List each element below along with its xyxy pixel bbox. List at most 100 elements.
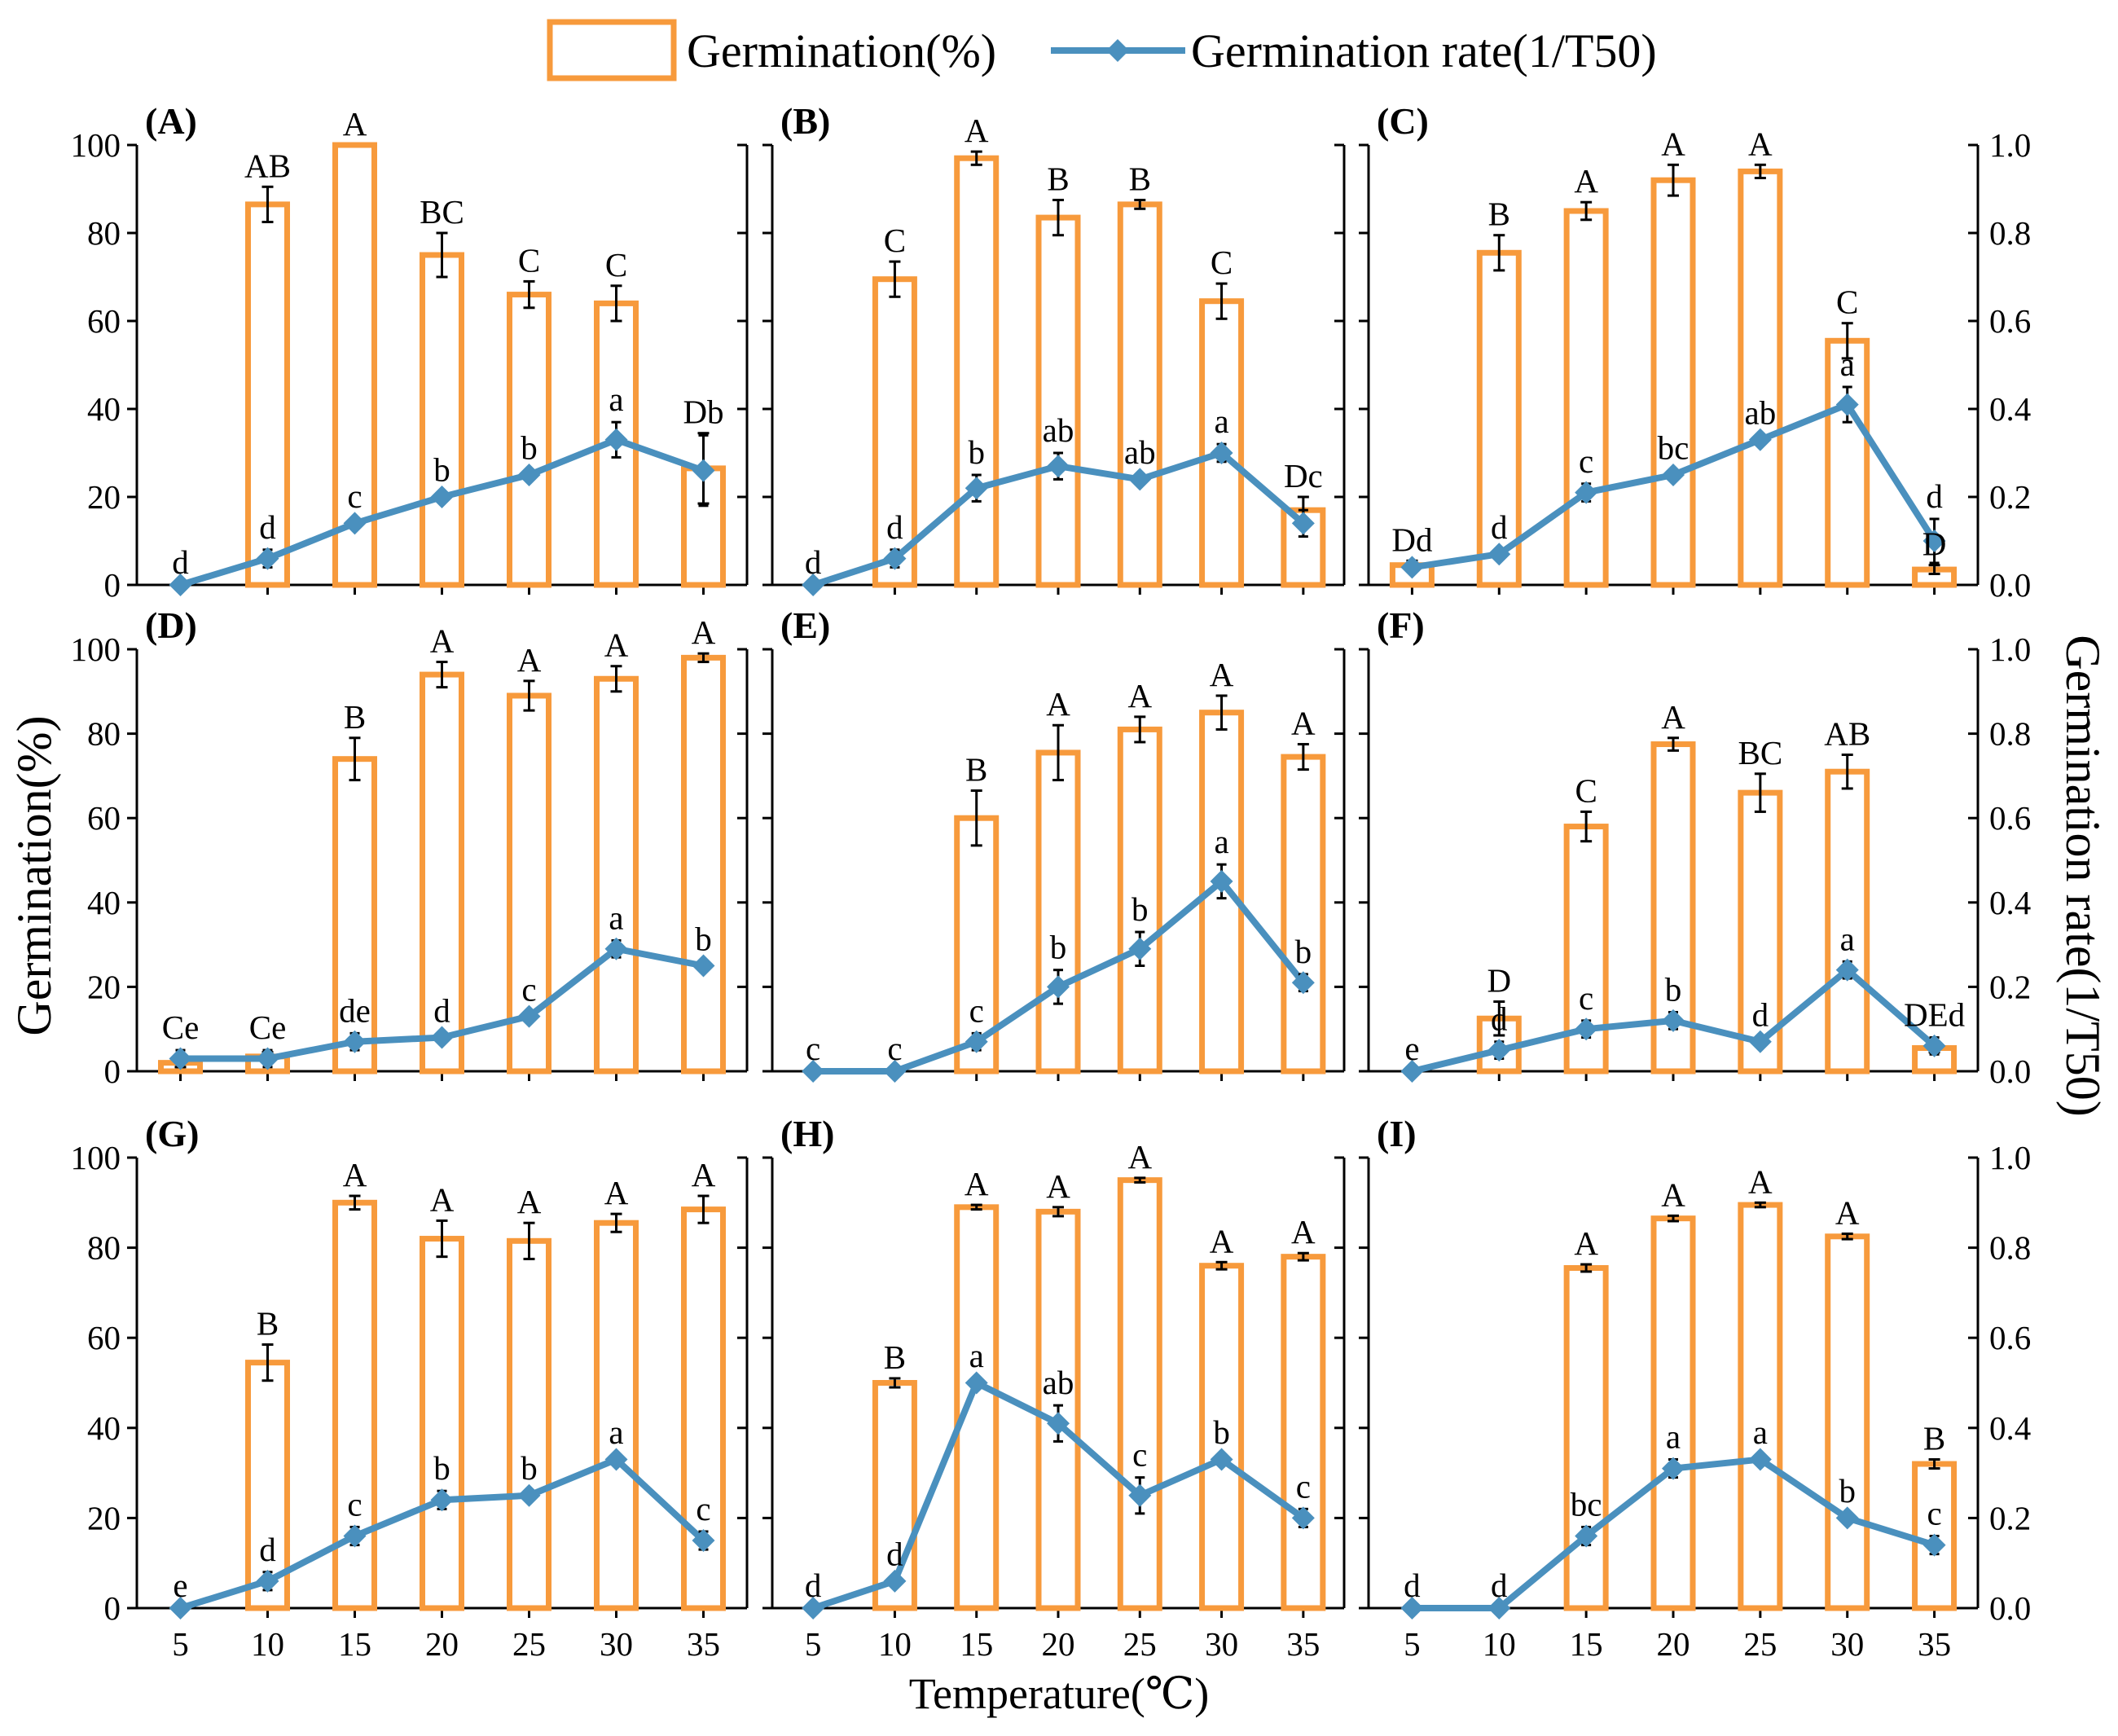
rate-significance-letter: b [521, 1449, 538, 1487]
panel-h: 5 10 15 20 25 30 35 (H) d Bd Aa Aab Ac Ab Ac [762, 1113, 1346, 1663]
rate-point [692, 459, 715, 482]
rate-significance-letter: b [1839, 1472, 1856, 1510]
rate-significance-letter: d [886, 1535, 903, 1572]
y-left-tick-label: 20 [87, 1499, 121, 1536]
rate-point [1575, 1017, 1598, 1041]
panel-label: (I) [1377, 1113, 1417, 1154]
y-right-tick-label: 0.2 [1989, 1499, 2031, 1536]
x-tick-label: 5 [1404, 1625, 1421, 1663]
rate-point [256, 1047, 279, 1070]
germination-significance-letter: A [517, 641, 542, 679]
rate-significance-letter: d [259, 508, 276, 546]
germination-significance-letter: A [692, 1156, 716, 1193]
x-tick-label: 15 [1570, 1625, 1603, 1663]
rate-point [517, 1004, 541, 1028]
rate-point [1128, 468, 1152, 491]
germination-significance-letter: D [1922, 525, 1947, 563]
rate-significance-letter: e [1404, 1030, 1419, 1067]
y-left-tick-label: 60 [87, 799, 121, 837]
rate-significance-letter: a [1214, 823, 1228, 860]
rate-point [802, 1060, 825, 1083]
y-left-tick-label: 80 [87, 214, 121, 252]
y-right-axis-title: Germination rate(1/T50) [2056, 635, 2110, 1116]
germination-significance-letter: AB [1824, 715, 1870, 753]
germination-significance-letter: A [1661, 125, 1685, 162]
rate-point [1922, 1533, 1946, 1557]
germination-significance-letter: A [965, 112, 989, 149]
y-right-tick-label: 0.4 [1989, 1409, 2031, 1447]
panel-label: (G) [145, 1113, 199, 1154]
y-right-tick-label: 0.4 [1989, 390, 2031, 428]
y-left-tick-label: 0 [104, 1589, 121, 1627]
rate-significance-letter: c [1579, 442, 1593, 480]
x-tick-label: 35 [1286, 1625, 1320, 1663]
x-tick-label: 25 [1743, 1625, 1777, 1663]
germination-significance-letter: A [692, 613, 716, 651]
y-right-tick-label: 0.6 [1989, 302, 2031, 340]
rate-significance-letter: a [609, 1413, 623, 1451]
rate-significance-letter: ab [1043, 411, 1074, 449]
rate-point [802, 574, 825, 596]
rate-point [1291, 1506, 1315, 1530]
panel-d: 0 20 40 60 80 100 (D) Ce Ce Bde Ad Ac Aa Ab [71, 604, 749, 1090]
panel-label: (F) [1377, 604, 1425, 646]
rate-point [1748, 428, 1772, 451]
rate-point [604, 937, 628, 960]
rate-significance-letter: a [1214, 402, 1228, 440]
panel-e: (E) c c Bc Ab Ab Aa Ab [762, 604, 1346, 1083]
y-right-tick-label: 0.2 [1989, 478, 2031, 516]
y-left-tick-label: 80 [87, 715, 121, 753]
rate-point [1835, 393, 1859, 416]
rate-significance-letter: d [1491, 1000, 1508, 1038]
rate-significance-letter: c [1579, 979, 1593, 1017]
germination-significance-letter: A [1835, 1193, 1860, 1231]
rate-point [1047, 975, 1070, 999]
x-tick-label: 20 [1657, 1625, 1690, 1663]
x-tick-label: 15 [960, 1625, 993, 1663]
panel-label: (D) [145, 604, 197, 646]
rate-significance-letter: c [521, 970, 536, 1008]
rate-point [1400, 1060, 1424, 1083]
x-axis-title: Temperature(℃) [909, 1669, 1209, 1718]
x-tick-label: 10 [878, 1625, 912, 1663]
germination-significance-letter: A [1127, 677, 1152, 714]
rate-significance-letter: ab [1043, 1364, 1074, 1401]
y-left-tick-label: 20 [87, 478, 121, 516]
rate-significance-letter: c [1927, 1495, 1941, 1532]
panel-g: 0 20 40 60 80 100 5 10 15 20 25 30 35 (G) e Bd Ac Ab Ab Aa A… [71, 1113, 749, 1663]
germination-significance-letter: C [884, 222, 906, 259]
rate-point [883, 1060, 907, 1083]
rate-point [1291, 971, 1315, 995]
rate-point [1487, 543, 1511, 566]
rate-significance-letter: e [173, 1567, 187, 1604]
significance-letter: Ce [162, 1009, 200, 1046]
rate-significance-letter: c [1132, 1436, 1147, 1474]
y-left-tick-label: 100 [71, 126, 121, 164]
germination-significance-letter: A [1574, 162, 1598, 200]
rate-point [1400, 556, 1424, 579]
germination-bar [681, 654, 726, 1075]
x-tick-label: 10 [1483, 1625, 1516, 1663]
rate-significance-letter: ab [1124, 433, 1156, 471]
germination-significance-letter: A [430, 622, 455, 660]
rate-significance-letter: c [887, 1030, 902, 1067]
rate-point [883, 547, 907, 570]
germination-significance-letter: A [1210, 656, 1234, 693]
rate-significance-letter: a [1840, 345, 1855, 383]
x-tick-label: 5 [805, 1625, 822, 1663]
germination-significance-letter: A [604, 1174, 629, 1211]
rate-significance-letter: a [969, 1337, 984, 1374]
germination-bar [420, 1236, 464, 1611]
germination-significance-letter: C [1211, 244, 1233, 281]
y-left-tick-label: 100 [71, 1139, 121, 1176]
rate-point [343, 512, 367, 535]
y-right-tick-label: 0.0 [1989, 566, 2031, 604]
legend-bar-swatch [547, 19, 677, 81]
rate-point [883, 1569, 907, 1593]
rate-point [1128, 937, 1152, 960]
x-tick-label: 30 [1830, 1625, 1864, 1663]
rate-point [1210, 869, 1233, 893]
rate-significance-letter: c [806, 1030, 820, 1067]
rate-significance-letter: a [1753, 1413, 1768, 1451]
germination-significance-letter: BC [420, 193, 464, 231]
